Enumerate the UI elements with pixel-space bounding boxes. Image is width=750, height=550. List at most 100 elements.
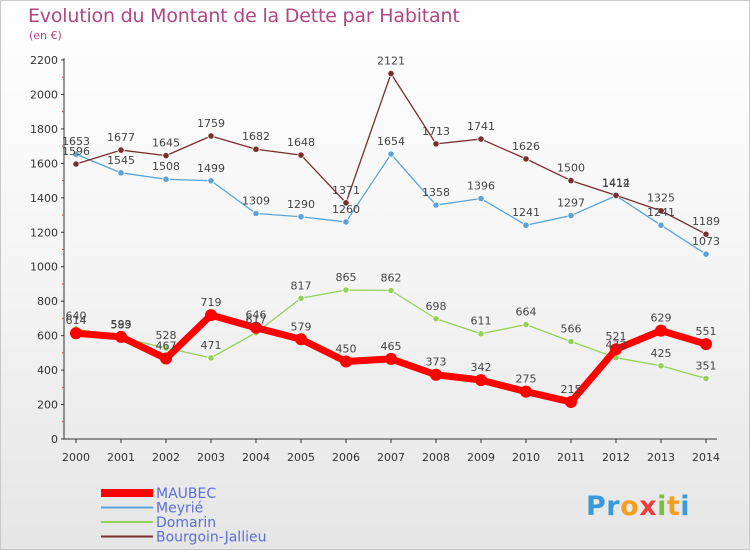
- data-label-meyrie: 1358: [422, 186, 450, 199]
- data-label-meyrie: 1241: [647, 206, 675, 219]
- y-tick-label: 1400: [30, 192, 58, 205]
- data-point-meyrie: [432, 201, 440, 209]
- data-label-bourgoin-jallieu: 1626: [512, 140, 540, 153]
- data-point-meyrie: [297, 213, 305, 221]
- x-tick-label: 2012: [602, 451, 630, 464]
- data-point-domarin: [432, 315, 440, 323]
- data-point-maubec: [565, 395, 577, 408]
- y-tick-label: 600: [37, 330, 58, 343]
- data-label-meyrie: 1412: [602, 177, 630, 190]
- data-point-bourgoin-jallieu: [162, 152, 170, 160]
- data-label-maubec: 467: [156, 340, 177, 353]
- data-point-maubec: [475, 374, 487, 387]
- data-label-meyrie: 1241: [512, 206, 540, 219]
- data-point-bourgoin-jallieu: [342, 199, 350, 207]
- y-tick-label: 1200: [30, 226, 58, 239]
- data-label-bourgoin-jallieu: 1759: [197, 117, 225, 130]
- y-tick-label: 200: [37, 399, 58, 412]
- data-label-domarin: 566: [561, 322, 582, 335]
- data-point-maubec: [115, 330, 127, 343]
- data-point-meyrie: [342, 218, 350, 226]
- data-label-bourgoin-jallieu: 1500: [557, 162, 585, 175]
- x-tick-label: 2007: [377, 451, 405, 464]
- data-label-meyrie: 1396: [467, 180, 495, 193]
- data-point-bourgoin-jallieu: [477, 135, 485, 143]
- proxiti-logo: Proxiti: [586, 491, 691, 522]
- data-point-maubec: [250, 321, 262, 334]
- data-point-maubec: [610, 343, 622, 356]
- data-label-domarin: 425: [651, 347, 672, 360]
- data-label-meyrie: 1508: [152, 160, 180, 173]
- x-tick-label: 2009: [467, 451, 495, 464]
- data-point-domarin: [207, 354, 215, 362]
- data-point-bourgoin-jallieu: [432, 140, 440, 148]
- data-point-meyrie: [207, 177, 215, 185]
- data-point-bourgoin-jallieu: [72, 160, 80, 168]
- data-label-meyrie: 1309: [242, 194, 270, 207]
- data-point-meyrie: [477, 194, 485, 203]
- x-tick-label: 2008: [422, 451, 450, 464]
- data-point-domarin: [387, 286, 395, 295]
- data-label-bourgoin-jallieu: 2121: [377, 55, 405, 68]
- data-label-bourgoin-jallieu: 1325: [647, 192, 675, 205]
- data-point-domarin: [657, 362, 665, 370]
- data-label-meyrie: 1260: [332, 203, 360, 216]
- x-tick-label: 2014: [692, 451, 720, 464]
- data-label-bourgoin-jallieu: 1371: [332, 184, 360, 197]
- data-point-domarin: [567, 337, 575, 346]
- data-label-meyrie: 1654: [377, 135, 405, 148]
- data-point-maubec: [655, 324, 667, 337]
- data-label-meyrie: 1653: [62, 135, 90, 148]
- data-point-domarin: [702, 374, 710, 383]
- data-label-domarin: 611: [471, 315, 492, 328]
- data-label-domarin: 817: [291, 279, 312, 292]
- data-label-bourgoin-jallieu: 1713: [422, 125, 450, 138]
- data-label-maubec: 593: [111, 318, 132, 331]
- data-point-maubec: [295, 333, 307, 346]
- data-point-bourgoin-jallieu: [567, 176, 575, 185]
- data-label-maubec: 614: [66, 314, 87, 327]
- data-label-meyrie: 1290: [287, 198, 315, 211]
- data-label-maubec: 551: [696, 325, 717, 338]
- data-label-maubec: 465: [381, 340, 402, 353]
- data-point-meyrie: [657, 221, 665, 229]
- data-point-bourgoin-jallieu: [387, 70, 395, 78]
- x-tick-label: 2006: [332, 451, 360, 464]
- data-label-bourgoin-jallieu: 1645: [152, 137, 180, 150]
- data-point-bourgoin-jallieu: [657, 207, 665, 215]
- data-label-maubec: 646: [246, 309, 267, 322]
- data-point-domarin: [477, 330, 485, 338]
- data-label-domarin: 528: [156, 329, 177, 342]
- legend-label-bourgoin-jallieu: Bourgoin-Jallieu: [156, 530, 266, 546]
- data-point-bourgoin-jallieu: [207, 132, 215, 140]
- data-label-maubec: 521: [606, 330, 627, 343]
- data-point-meyrie: [72, 150, 80, 158]
- data-label-domarin: 589: [111, 319, 132, 332]
- data-label-domarin: 640: [66, 310, 87, 323]
- data-point-meyrie: [252, 209, 260, 218]
- data-label-bourgoin-jallieu: 1189: [692, 215, 720, 228]
- x-tick-label: 2000: [62, 451, 90, 464]
- data-point-maubec: [385, 352, 397, 365]
- x-tick-label: 2001: [107, 451, 135, 464]
- data-label-maubec: 275: [516, 373, 537, 386]
- x-tick-label: 2011: [557, 451, 585, 464]
- data-label-maubec: 215: [561, 383, 582, 396]
- x-tick-label: 2003: [197, 451, 225, 464]
- x-tick-label: 2004: [242, 451, 270, 464]
- data-point-bourgoin-jallieu: [612, 191, 620, 200]
- x-tick-label: 2002: [152, 451, 180, 464]
- data-label-meyrie: 1297: [557, 197, 585, 210]
- data-point-domarin: [162, 344, 170, 352]
- data-label-domarin: 698: [426, 300, 447, 313]
- y-tick-label: 0: [51, 433, 58, 446]
- data-point-maubec: [700, 338, 712, 351]
- data-label-maubec: 373: [426, 356, 447, 369]
- data-label-domarin: 472: [606, 339, 627, 352]
- data-point-bourgoin-jallieu: [702, 230, 710, 238]
- data-label-bourgoin-jallieu: 1414: [602, 176, 630, 189]
- data-point-bourgoin-jallieu: [117, 146, 125, 154]
- data-point-meyrie: [702, 250, 710, 258]
- data-point-domarin: [522, 321, 530, 329]
